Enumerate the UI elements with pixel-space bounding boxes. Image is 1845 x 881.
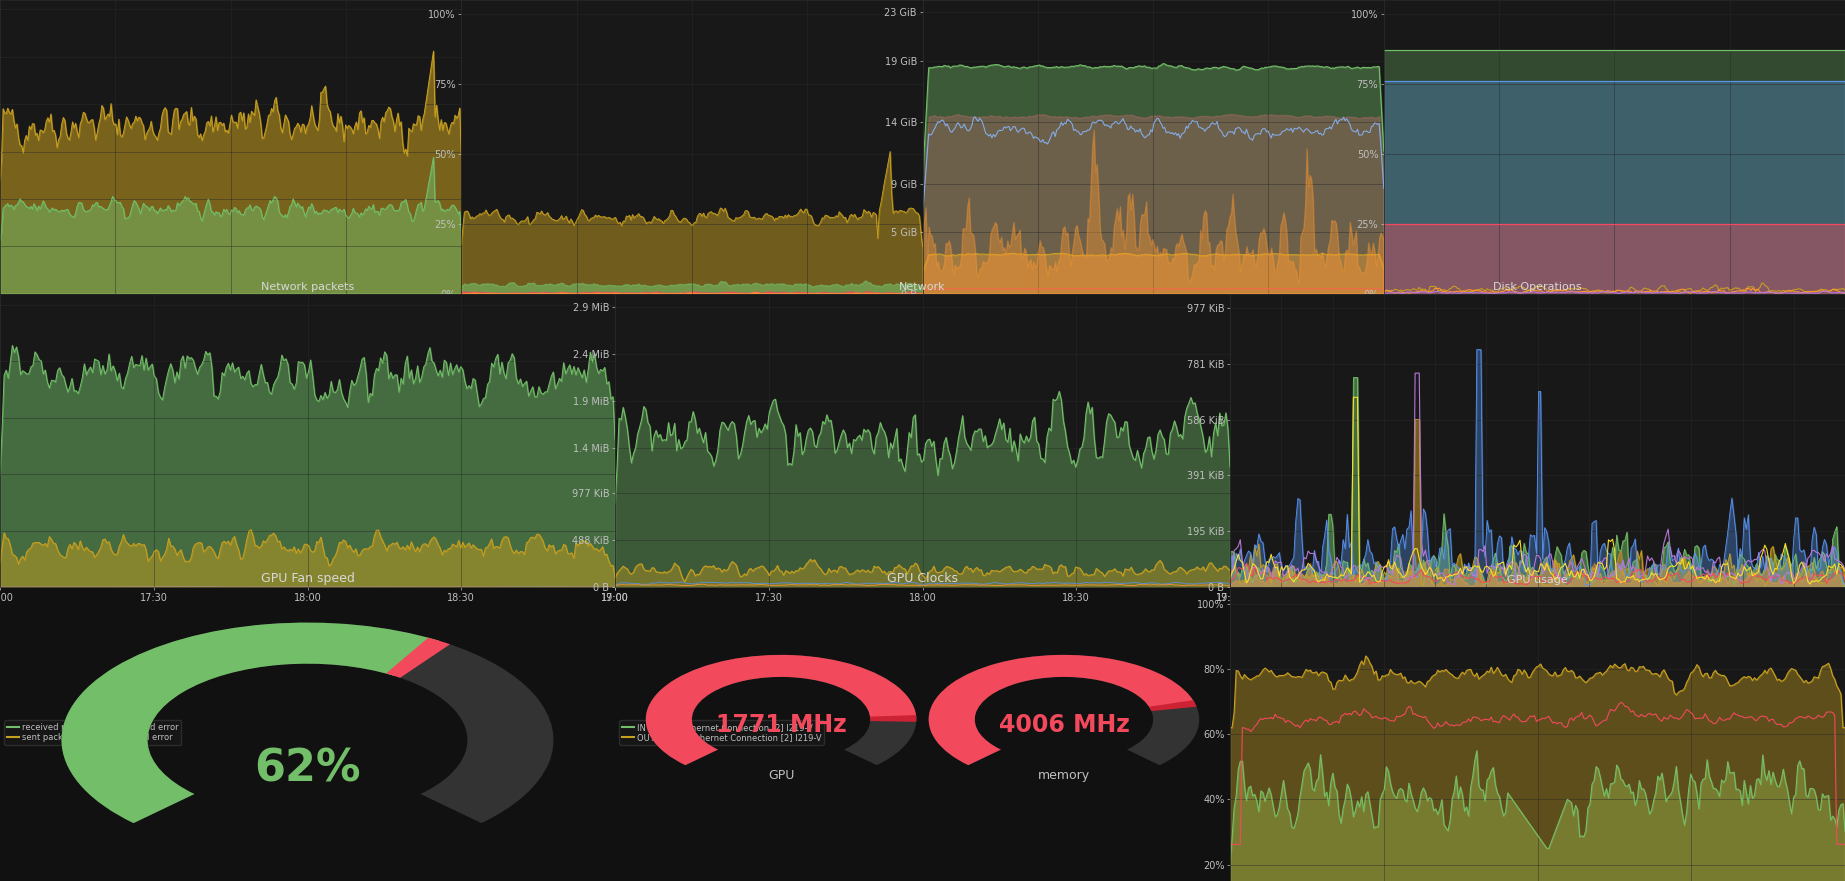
Text: memory: memory [1039, 769, 1090, 781]
Legend: 0 C: D: read, 0 C: D: write, 1 E: read, 1 E: write: 0 C: D: read, 0 C: D: write, 1 E: read, … [1234, 730, 1498, 744]
Title: Disk Operations: Disk Operations [1493, 282, 1581, 292]
Text: GPU: GPU [768, 769, 793, 781]
Wedge shape [928, 655, 1196, 766]
Text: 62%: 62% [255, 748, 362, 791]
Legend: iowait, irq, user, privileged: iowait, irq, user, privileged [465, 387, 662, 401]
Wedge shape [646, 655, 917, 766]
Legend: received packets, sent packets, outbound error, inbound error: received packets, sent packets, outbound… [4, 721, 181, 744]
Text: 4006 MHz: 4006 MHz [998, 714, 1129, 737]
Title: GPU Clocks: GPU Clocks [887, 572, 958, 585]
Legend: bytes available, page bytes, non page bytes, pages, demand zero faults, standby : bytes available, page bytes, non page by… [926, 426, 1247, 451]
Wedge shape [386, 638, 450, 677]
Wedge shape [61, 623, 439, 823]
Wedge shape [61, 623, 554, 823]
Title: GPU Fan speed: GPU Fan speed [260, 572, 354, 585]
Legend: C: disk free, C: disk time, D: disk free, D: disk time, E: disk free, E: disk ti: C: disk free, C: disk time, D: disk free… [1387, 426, 1601, 451]
Legend: context switches, system calls: context switches, system calls [4, 387, 183, 401]
Wedge shape [646, 655, 917, 766]
Wedge shape [928, 655, 1199, 766]
Title: Network packets: Network packets [260, 282, 354, 292]
Wedge shape [1149, 700, 1197, 711]
Wedge shape [871, 715, 917, 722]
Title: GPU usage: GPU usage [1507, 575, 1568, 585]
Text: 1771 MHz: 1771 MHz [716, 714, 847, 737]
Legend: IN Intel[R] Ethernet Connection [2] I219-V, OUT Intel[R] Ethernet Connection [2]: IN Intel[R] Ethernet Connection [2] I219… [620, 721, 823, 744]
Title: Network: Network [899, 282, 946, 292]
